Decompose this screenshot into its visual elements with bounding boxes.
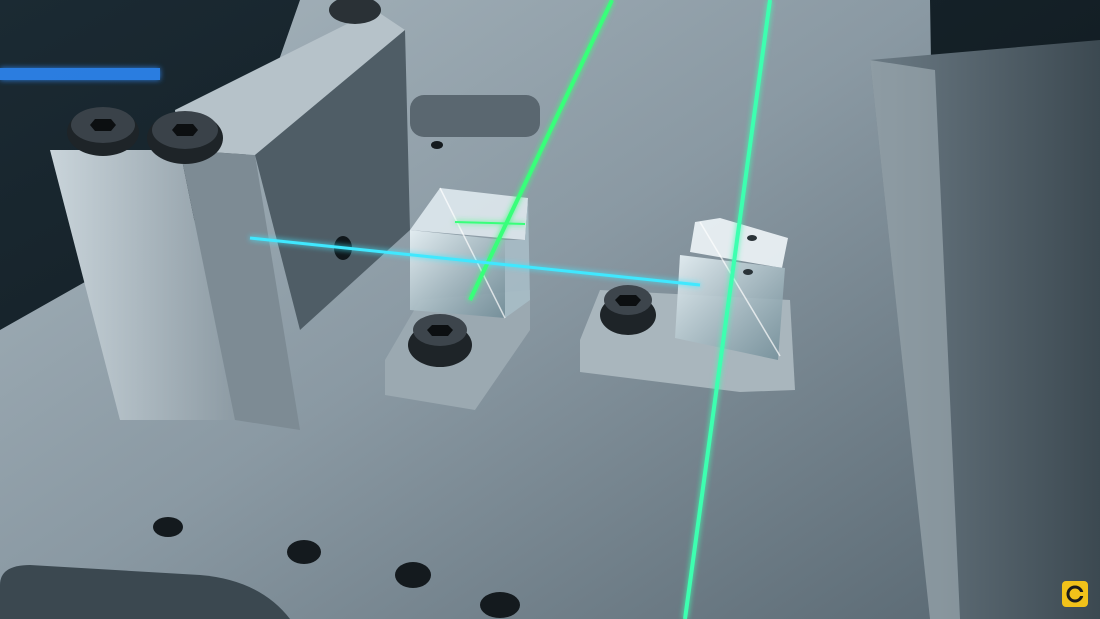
channel-logo-glyph: [1066, 585, 1084, 603]
laser-beam: [454, 221, 526, 225]
laser-beam: [683, 0, 772, 619]
laser-beams: [249, 0, 772, 619]
laser-mount: [50, 0, 410, 430]
hex-screw: [147, 111, 223, 164]
laser-beam: [468, 0, 614, 301]
hex-screw: [67, 107, 139, 156]
blue-light-strip: [0, 68, 160, 80]
laser-beam: [249, 236, 701, 287]
beam-splitter-cube: [410, 187, 530, 319]
hex-screw: [600, 285, 656, 335]
hex-screw: [408, 314, 472, 367]
side-rail-edge: [870, 60, 960, 619]
plate-recess: [0, 565, 290, 619]
channel-logo-icon: [1062, 581, 1088, 607]
hex-screw: [329, 0, 381, 24]
mounting-holes: [153, 141, 520, 618]
prism-cube: [675, 218, 788, 360]
plate-slot: [410, 95, 540, 137]
